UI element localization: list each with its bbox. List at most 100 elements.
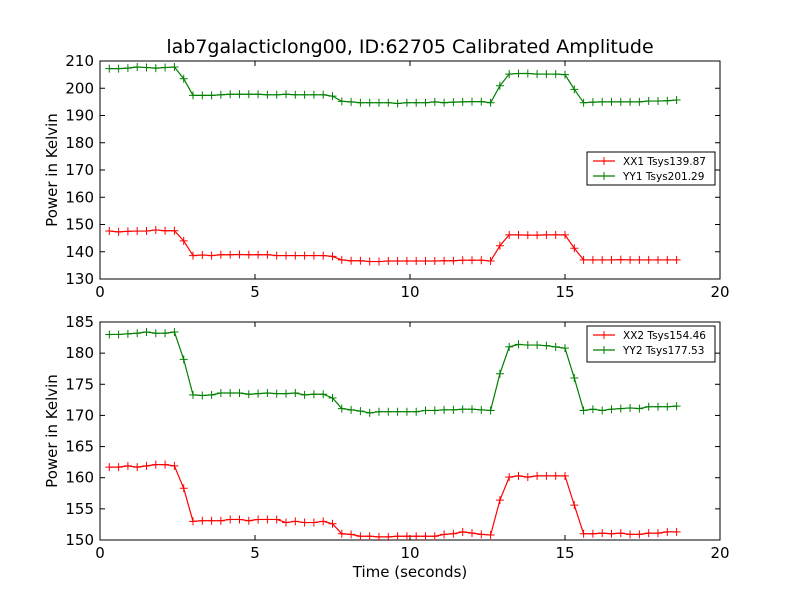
data-point xyxy=(161,460,170,469)
data-point xyxy=(458,405,467,414)
data-point xyxy=(170,327,179,336)
data-point xyxy=(365,532,374,541)
data-point xyxy=(402,532,411,541)
data-point xyxy=(272,389,281,398)
data-point xyxy=(254,515,263,524)
data-point xyxy=(440,530,449,539)
data-point xyxy=(198,251,207,260)
data-point xyxy=(142,63,151,72)
data-point xyxy=(347,256,356,265)
data-point xyxy=(588,255,597,264)
series-1 xyxy=(105,460,681,541)
data-point xyxy=(477,405,486,414)
legend-marker xyxy=(600,157,608,165)
data-point xyxy=(319,251,328,260)
data-point xyxy=(309,518,318,527)
data-point xyxy=(216,516,225,525)
data-point xyxy=(123,64,132,73)
data-point xyxy=(468,256,476,265)
data-point xyxy=(263,90,272,99)
y-tick-label: 165 xyxy=(65,438,94,456)
data-point xyxy=(486,257,495,266)
data-point xyxy=(626,403,635,412)
data-point xyxy=(588,529,597,538)
x-tick-label: 20 xyxy=(710,544,729,562)
data-point xyxy=(449,405,458,414)
data-point xyxy=(384,98,393,107)
data-point xyxy=(393,99,402,108)
data-point xyxy=(375,532,383,541)
data-point xyxy=(123,329,132,338)
x-tick-label: 15 xyxy=(555,283,574,301)
data-point xyxy=(635,97,644,106)
data-point xyxy=(616,255,625,264)
data-point xyxy=(393,407,402,416)
data-point xyxy=(356,256,365,265)
legend-box xyxy=(586,151,716,186)
y-tick-label: 200 xyxy=(65,79,94,97)
data-point xyxy=(505,70,514,79)
series-2 xyxy=(105,62,681,108)
data-point xyxy=(114,330,123,339)
data-point xyxy=(142,327,151,336)
data-point xyxy=(319,90,328,99)
data-point xyxy=(598,529,607,538)
data-point xyxy=(226,250,235,259)
data-point xyxy=(300,518,309,527)
y-tick-label: 170 xyxy=(65,161,94,179)
y-tick-label: 185 xyxy=(65,313,94,331)
data-point xyxy=(430,97,439,106)
data-point xyxy=(430,406,439,415)
data-point xyxy=(523,231,532,240)
data-point xyxy=(505,230,514,239)
data-point xyxy=(105,64,114,73)
data-point xyxy=(337,255,346,264)
data-point xyxy=(421,257,430,266)
data-point xyxy=(654,529,662,538)
data-point xyxy=(635,530,644,539)
data-point xyxy=(216,90,225,99)
data-point xyxy=(216,389,225,398)
legend-label: XX2 Tsys154.46 xyxy=(623,330,706,342)
legend-label: XX1 Tsys139.87 xyxy=(623,156,706,168)
data-point xyxy=(254,250,263,259)
data-point xyxy=(402,407,411,416)
data-point xyxy=(458,256,467,265)
data-point xyxy=(644,529,653,538)
data-point xyxy=(570,85,579,94)
y-tick-label: 140 xyxy=(65,243,94,261)
data-point xyxy=(365,257,374,266)
data-point xyxy=(495,81,504,90)
data-point xyxy=(468,405,476,414)
data-point xyxy=(207,516,216,525)
y-tick-label: 210 xyxy=(65,52,94,70)
data-point xyxy=(458,527,467,536)
data-point xyxy=(151,329,160,338)
data-point xyxy=(170,62,179,71)
y-tick-label: 155 xyxy=(65,500,94,518)
data-point xyxy=(189,517,197,526)
data-point xyxy=(328,92,337,101)
data-point xyxy=(393,257,402,266)
data-point xyxy=(142,227,151,236)
data-point xyxy=(635,255,644,264)
data-point xyxy=(291,389,300,398)
y-axis-label: Power in Kelvin xyxy=(43,374,61,488)
data-point xyxy=(598,406,607,415)
data-point xyxy=(626,530,635,539)
data-point xyxy=(533,471,542,480)
y-tick-label: 180 xyxy=(65,344,94,362)
x-tick-label: 10 xyxy=(400,283,419,301)
chart-title: lab7galacticlong00, ID:62705 Calibrated … xyxy=(166,36,653,58)
data-point xyxy=(421,98,430,107)
data-point xyxy=(170,226,179,235)
data-point xyxy=(579,529,588,538)
data-point xyxy=(179,484,188,493)
y-tick-label: 160 xyxy=(65,188,94,206)
data-point xyxy=(421,532,430,541)
data-point xyxy=(337,404,346,413)
data-point xyxy=(579,255,588,264)
data-point xyxy=(328,519,337,528)
data-point xyxy=(654,255,662,264)
data-point xyxy=(151,225,160,234)
